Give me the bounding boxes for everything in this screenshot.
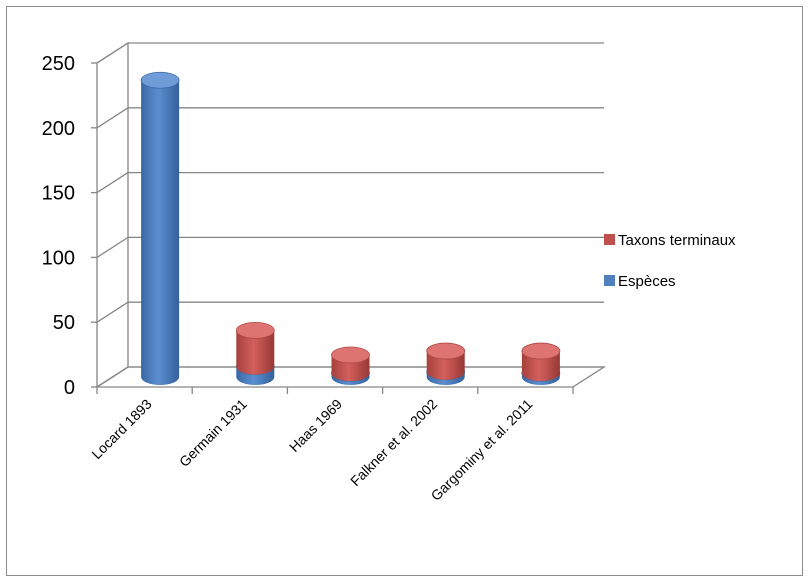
gridline-depth — [96, 366, 129, 388]
y-tick-label: 150 — [42, 183, 75, 205]
bar-top-1-3 — [426, 342, 466, 360]
bar-taxons-terminaux-1 — [236, 330, 275, 375]
y-tick-label: 250 — [42, 53, 75, 75]
legend-label: Taxons terminaux — [618, 232, 736, 249]
y-tick-label: 100 — [42, 247, 75, 269]
bar-taxons-terminaux-4 — [521, 351, 560, 382]
bar-top-1-2 — [331, 346, 370, 364]
legend-swatch — [604, 275, 615, 286]
legend-swatch — [604, 234, 615, 245]
x-tick-label: Locard 1893 — [88, 396, 155, 463]
bar-top-1-4 — [521, 342, 561, 360]
bar-top-1-1 — [235, 321, 275, 339]
y-tick-label: 50 — [53, 312, 75, 334]
x-tick-label: Gargominy et al. 2011 — [428, 396, 536, 504]
side-wall — [96, 41, 129, 389]
y-tick-label: 200 — [42, 118, 75, 140]
x-tick-label: Falkner et al. 2002 — [347, 396, 440, 489]
bar-especes-0 — [141, 80, 180, 385]
gridline-depth — [96, 107, 129, 129]
chart-frame — [6, 6, 803, 576]
gridline-depth — [96, 236, 129, 258]
x-tick-label: Germain 1931 — [176, 396, 250, 470]
gridline-depth — [96, 42, 129, 64]
bar-top-0-0 — [140, 71, 180, 89]
legend-label: Espèces — [618, 273, 676, 290]
y-tick-label: 0 — [64, 377, 75, 399]
x-tick-label: Haas 1969 — [286, 396, 345, 455]
gridline-depth — [96, 301, 129, 323]
gridline-depth — [96, 172, 129, 194]
